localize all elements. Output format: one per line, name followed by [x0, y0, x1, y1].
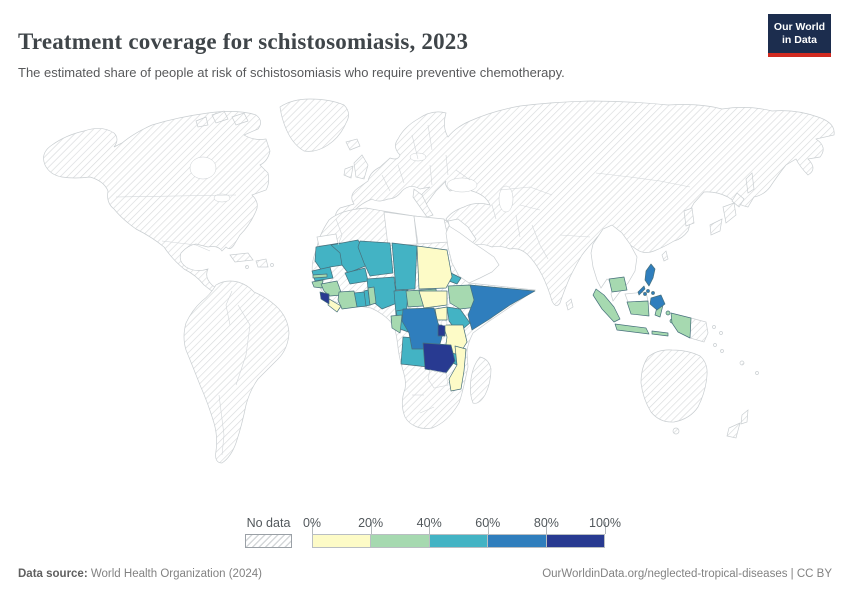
legend-tick	[429, 522, 431, 534]
page-subtitle: The estimated share of people at risk of…	[18, 65, 565, 80]
bin-80-100-countries[interactable]	[319, 291, 456, 374]
legend-no-data-swatch[interactable]	[245, 534, 292, 548]
legend-bin-swatch[interactable]	[371, 534, 430, 548]
legend-no-data-label: No data	[246, 516, 291, 530]
legend-bin-swatch[interactable]	[546, 534, 606, 548]
data-source-note: Data source: World Health Organization (…	[18, 568, 262, 580]
data-source-label: Data source:	[18, 568, 88, 580]
owid-logo: Our World in Data	[768, 14, 831, 57]
owid-url-link[interactable]: OurWorldinData.org/neglected-tropical-di…	[542, 568, 788, 580]
legend-bin-swatch[interactable]	[488, 534, 547, 548]
legend-tick-label: 80%	[533, 516, 559, 530]
license-label: | CC BY	[787, 568, 832, 580]
legend-bin-swatch[interactable]	[429, 534, 489, 548]
legend-tick	[487, 522, 489, 534]
lakes	[189, 152, 514, 326]
world-map-svg[interactable]	[0, 95, 850, 515]
page-title: Treatment coverage for schistosomiasis, …	[18, 29, 469, 55]
legend-tick	[370, 522, 372, 534]
white-zero-countries[interactable]	[316, 211, 649, 303]
legend-tick-label: 60%	[475, 516, 501, 530]
attribution-note: OurWorldinData.org/neglected-tropical-di…	[542, 568, 832, 580]
legend-tick-label: 20%	[358, 516, 384, 530]
data-source-value: World Health Organization (2024)	[87, 568, 262, 580]
bin-60-80-countries[interactable]	[401, 263, 666, 352]
legend-tick	[312, 522, 313, 534]
chart-footer: Data source: World Health Organization (…	[18, 568, 832, 580]
owid-logo-line1: Our World	[773, 21, 826, 33]
world-map[interactable]	[0, 95, 850, 515]
legend-tick	[605, 522, 606, 534]
legend-tick-label: 0%	[302, 516, 322, 530]
legend-tick-label: 40%	[416, 516, 442, 530]
country-borders	[115, 124, 691, 456]
legend-tick-label: 100%	[589, 516, 621, 530]
owid-logo-line2: in Data	[781, 33, 817, 46]
legend-bin-swatch[interactable]	[312, 534, 372, 548]
legend-colorbar[interactable]	[312, 534, 606, 548]
legend-tick	[546, 522, 548, 534]
